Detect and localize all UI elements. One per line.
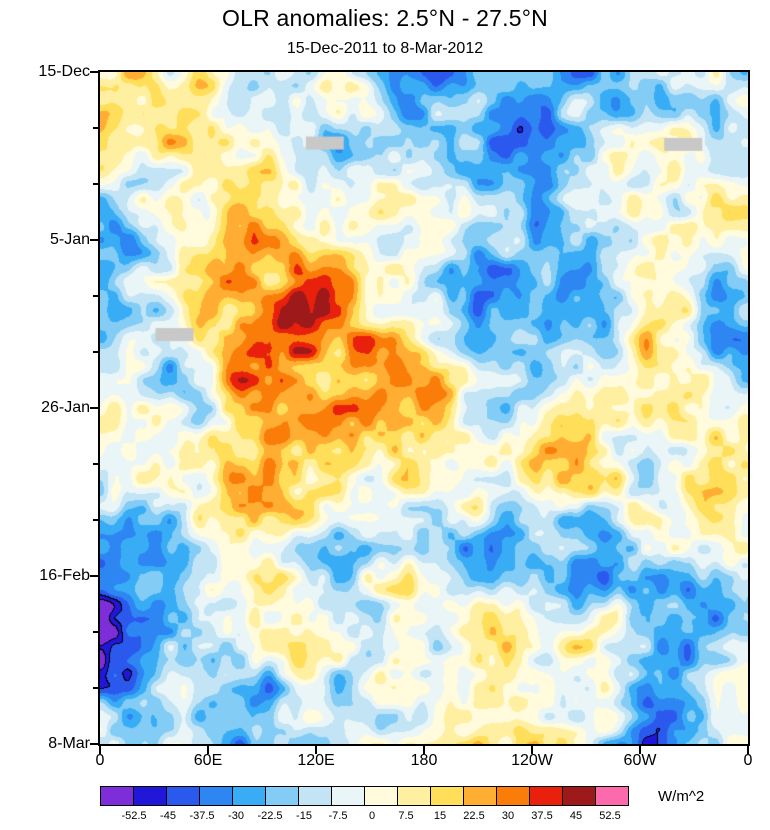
x-tick-label: 60E <box>193 752 223 769</box>
colorbar-cell <box>199 786 233 806</box>
colorbar-cell <box>265 786 299 806</box>
x-tick-major <box>207 746 209 754</box>
colorbar-cell <box>100 786 134 806</box>
colorbar-cell <box>562 786 596 806</box>
chart-title: OLR anomalies: 2.5°N - 27.5°N <box>222 5 548 31</box>
colorbar-cell <box>133 786 167 806</box>
y-tick-label: 26-Jan <box>41 399 90 416</box>
colorbar-units-label: W/m^2 <box>658 788 705 805</box>
colorbar-cell <box>331 786 365 806</box>
colorbar-cell <box>595 786 629 806</box>
y-tick-minor <box>93 127 98 129</box>
y-tick-minor <box>93 631 98 633</box>
colorbar-tick-label: 15 <box>433 810 447 822</box>
x-tick-major <box>747 746 749 754</box>
colorbar-tick-label: 7.5 <box>398 810 414 822</box>
colorbar <box>100 786 629 806</box>
colorbar-tick-label: -37.5 <box>189 810 215 822</box>
y-tick-minor <box>93 183 98 185</box>
colorbar-tick-label: -15 <box>296 810 312 822</box>
colorbar-tick-label: 22.5 <box>463 810 485 822</box>
colorbar-cell <box>364 786 398 806</box>
x-tick-label: 120W <box>511 752 553 769</box>
colorbar-tick-label: 37.5 <box>531 810 553 822</box>
colorbar-cell <box>529 786 563 806</box>
colorbar-cell <box>397 786 431 806</box>
x-tick-label: 180 <box>410 752 438 769</box>
y-tick-minor <box>93 687 98 689</box>
x-tick-major <box>531 746 533 754</box>
colorbar-tick-label: -30 <box>228 810 244 822</box>
y-tick-label: 16-Feb <box>39 567 90 584</box>
x-tick-major <box>423 746 425 754</box>
y-tick-major <box>90 71 98 73</box>
y-tick-label: 5-Jan <box>49 231 90 248</box>
y-tick-minor <box>93 463 98 465</box>
x-tick-label: 0 <box>743 752 753 769</box>
colorbar-cell <box>496 786 530 806</box>
plot-area <box>98 70 750 746</box>
y-tick-major <box>90 743 98 745</box>
y-tick-major <box>90 407 98 409</box>
y-tick-minor <box>93 351 98 353</box>
x-tick-label: 60W <box>623 752 657 769</box>
colorbar-tick-label: 52.5 <box>599 810 621 822</box>
colorbar-tick-label: 30 <box>501 810 515 822</box>
y-tick-label: 8-Mar <box>48 735 90 752</box>
colorbar-tick-label: 45 <box>569 810 583 822</box>
x-tick-label: 120E <box>297 752 335 769</box>
colorbar-cell <box>430 786 464 806</box>
y-tick-label: 15-Dec <box>38 63 90 80</box>
colorbar-tick-label: 0 <box>368 810 376 822</box>
colorbar-tick-label: -52.5 <box>121 810 147 822</box>
x-tick-major <box>639 746 641 754</box>
x-tick-label: 0 <box>95 752 105 769</box>
olr-field-canvas <box>100 72 748 744</box>
colorbar-tick-label: -22.5 <box>257 810 283 822</box>
colorbar-cell <box>298 786 332 806</box>
y-tick-major <box>90 239 98 241</box>
colorbar-cell <box>232 786 266 806</box>
colorbar-tick-label: -45 <box>160 810 176 822</box>
colorbar-cell <box>463 786 497 806</box>
y-tick-minor <box>93 519 98 521</box>
y-tick-major <box>90 575 98 577</box>
colorbar-cell <box>166 786 200 806</box>
x-tick-major <box>315 746 317 754</box>
chart-subtitle: 15-Dec-2011 to 8-Mar-2012 <box>286 40 484 57</box>
colorbar-tick-label: -7.5 <box>328 810 348 822</box>
y-tick-minor <box>93 295 98 297</box>
x-tick-major <box>99 746 101 754</box>
